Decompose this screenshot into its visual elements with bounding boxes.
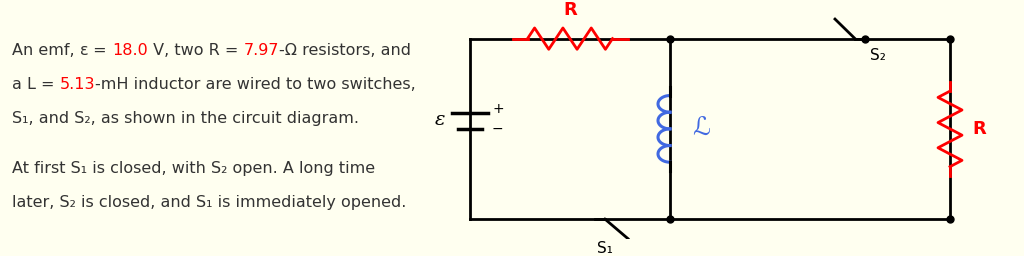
Text: -mH inductor are wired to two switches,: -mH inductor are wired to two switches, xyxy=(95,77,416,92)
Text: a L =: a L = xyxy=(12,77,59,92)
Text: R: R xyxy=(563,1,577,19)
Text: =: = xyxy=(88,43,112,58)
Text: S₁, and S₂, as shown in the circuit diagram.: S₁, and S₂, as shown in the circuit diag… xyxy=(12,111,359,126)
Text: later, S₂ is closed, and S₁ is immediately opened.: later, S₂ is closed, and S₁ is immediate… xyxy=(12,195,407,210)
Text: −: − xyxy=(492,122,504,136)
Text: 5.13: 5.13 xyxy=(59,77,95,92)
Text: 7.97: 7.97 xyxy=(244,43,279,58)
Text: 18.0: 18.0 xyxy=(112,43,147,58)
Text: R: R xyxy=(972,120,986,138)
Text: +: + xyxy=(492,102,504,116)
Text: At first S₁ is closed, with S₂ open. A long time: At first S₁ is closed, with S₂ open. A l… xyxy=(12,161,375,176)
Text: ε: ε xyxy=(435,111,445,130)
Text: -Ω resistors, and: -Ω resistors, and xyxy=(279,43,411,58)
Text: S₂: S₂ xyxy=(870,48,886,62)
Text: V, two R =: V, two R = xyxy=(147,43,244,58)
Text: ℒ: ℒ xyxy=(692,117,710,141)
Text: An emf,: An emf, xyxy=(12,43,80,58)
Text: ε: ε xyxy=(80,43,88,58)
Text: S₁: S₁ xyxy=(597,241,613,256)
